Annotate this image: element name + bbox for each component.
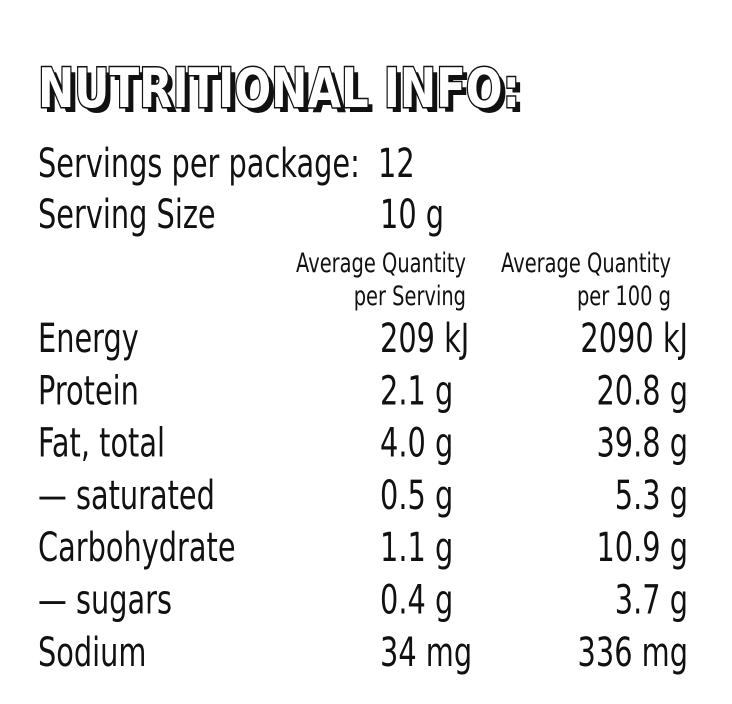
- per-serving-value: 2.1 g: [380, 369, 453, 415]
- title-shadow: NUTRITIONAL INFO:: [43, 62, 525, 125]
- per-serving-value: 0.4 g: [380, 578, 453, 624]
- per-100g-value: 5.3 g: [615, 473, 688, 519]
- servings-label-group: Servings per package:: [38, 141, 360, 187]
- per-serving-value-group: 0.5 g: [380, 473, 453, 519]
- serving-size-label: Serving Size: [38, 192, 216, 238]
- per-serving-value-group: 4.0 g: [380, 421, 453, 467]
- nutrient-name: — sugars: [38, 578, 172, 624]
- per-serving-value: 1.1 g: [380, 526, 453, 572]
- per-100g-value-group: 10.9 g: [596, 526, 688, 572]
- per-100g-value: 2090 kJ: [580, 316, 688, 362]
- per-100g-value-group: 336 mg: [578, 630, 688, 676]
- nutrient-name: Energy: [38, 316, 139, 362]
- nutrient-name-group: — saturated: [38, 473, 215, 519]
- column-header-group: per 100 g: [577, 280, 671, 312]
- per-100g-value-group: 2090 kJ: [580, 316, 688, 362]
- per-serving-value: 0.5 g: [380, 473, 453, 519]
- column-header: per Serving: [354, 280, 466, 312]
- per-100g-value-group: 39.8 g: [596, 421, 688, 467]
- nutrient-name-group: Fat, total: [38, 421, 165, 467]
- column-header-group: per Serving: [354, 280, 466, 312]
- per-serving-value-group: 34 mg: [380, 630, 472, 676]
- nutrient-name-group: Sodium: [38, 630, 146, 676]
- column-header: Average Quantity: [501, 247, 671, 279]
- nutrient-name-group: — sugars: [38, 578, 172, 624]
- column-header: Average Quantity: [296, 247, 466, 279]
- serving-size-label-group: Serving Size: [38, 192, 216, 238]
- nutrient-name: Sodium: [38, 630, 146, 676]
- serving-size-value: 10 g: [380, 192, 444, 238]
- per-100g-value-group: 20.8 g: [596, 369, 688, 415]
- servings-value-group: 12: [378, 141, 415, 187]
- per-serving-value-group: 2.1 g: [380, 369, 453, 415]
- serving-size-value-group: 10 g: [380, 192, 444, 238]
- nutrient-name: Protein: [38, 369, 139, 415]
- servings-value: 12: [378, 141, 415, 187]
- per-serving-value: 209 kJ: [380, 316, 469, 362]
- nutrient-name: Fat, total: [38, 421, 165, 467]
- per-100g-value-group: 3.7 g: [615, 578, 688, 624]
- per-serving-value-group: 1.1 g: [380, 526, 453, 572]
- per-serving-value-group: 209 kJ: [380, 316, 469, 362]
- servings-label: Servings per package:: [38, 141, 360, 187]
- per-serving-value: 34 mg: [380, 630, 472, 676]
- nutrient-name-group: Energy: [38, 316, 139, 362]
- per-100g-value: 10.9 g: [596, 526, 688, 572]
- column-header-group: Average Quantity: [501, 247, 671, 279]
- per-100g-value-group: 5.3 g: [615, 473, 688, 519]
- per-100g-value: 3.7 g: [615, 578, 688, 624]
- per-100g-value: 39.8 g: [596, 421, 688, 467]
- title: NUTRITIONAL INFO:: [38, 57, 520, 120]
- column-header-group: Average Quantity: [296, 247, 466, 279]
- per-serving-value-group: 0.4 g: [380, 578, 453, 624]
- nutrient-name-group: Carbohydrate: [38, 526, 236, 572]
- per-100g-value: 336 mg: [578, 630, 688, 676]
- nutrient-name-group: Protein: [38, 369, 139, 415]
- per-serving-value: 4.0 g: [380, 421, 453, 467]
- nutrient-name: Carbohydrate: [38, 526, 236, 572]
- per-100g-value: 20.8 g: [596, 369, 688, 415]
- column-header: per 100 g: [577, 280, 671, 312]
- nutrient-name: — saturated: [38, 473, 215, 519]
